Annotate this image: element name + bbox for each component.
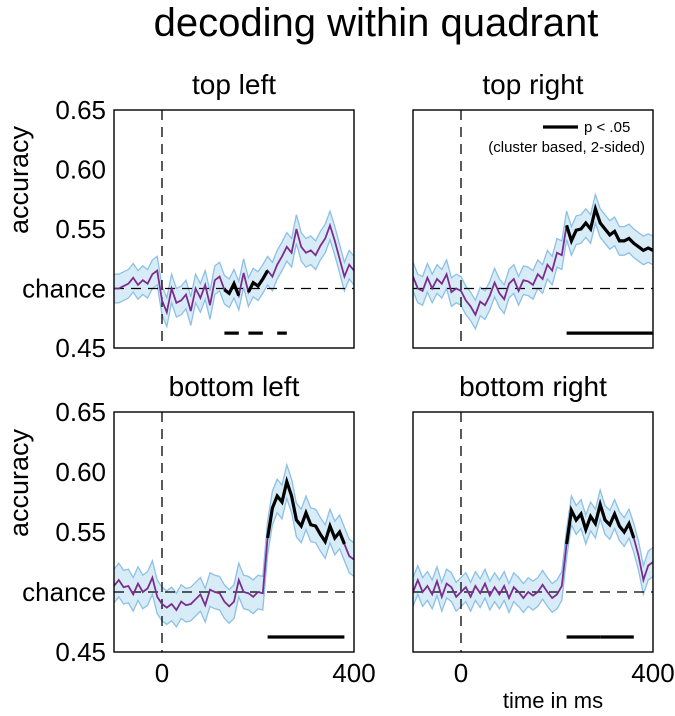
ci-upper-edge bbox=[114, 209, 354, 301]
ci-lower-edge bbox=[114, 496, 354, 628]
x-tick-label: 400 bbox=[332, 658, 375, 688]
axes-frame bbox=[113, 411, 355, 653]
panels-group: top left 0.45 chance 0.55 0.60 0.65 top right p… bbox=[22, 69, 675, 688]
y-tick-label: 0.55 bbox=[55, 517, 106, 547]
ci-upper-edge bbox=[413, 487, 653, 586]
panel-bottom-left: bottom left 0.45 chance 0.55 0.60 0.65 0 400 bbox=[22, 371, 376, 688]
ci-upper-edge bbox=[413, 192, 653, 302]
axes-frame bbox=[113, 109, 355, 349]
legend-note: (cluster based, 2-sided) bbox=[488, 139, 645, 156]
panel-title: bottom right bbox=[459, 371, 607, 402]
panel-title: bottom left bbox=[169, 371, 300, 402]
ci-lower-edge bbox=[114, 237, 354, 329]
y-tick-label: 0.65 bbox=[55, 95, 106, 125]
ylabel-bottom: accuracy bbox=[4, 428, 34, 537]
y-tick-label: 0.45 bbox=[55, 637, 106, 667]
legend-label: p < .05 bbox=[584, 119, 630, 136]
xlabel: time in ms bbox=[503, 688, 603, 713]
y-tick-label: 0.55 bbox=[55, 214, 106, 244]
significant-segment bbox=[266, 475, 346, 546]
y-tick-label: chance bbox=[22, 274, 106, 304]
ci-band bbox=[413, 194, 653, 329]
y-tick-label: chance bbox=[22, 577, 106, 607]
y-tick-label: 0.45 bbox=[55, 333, 106, 363]
significant-segment bbox=[246, 269, 269, 293]
x-tick-label: 0 bbox=[454, 658, 468, 688]
ci-lower-edge bbox=[413, 220, 653, 331]
figure-title: decoding within quadrant bbox=[154, 1, 599, 45]
ci-lower-edge bbox=[413, 516, 653, 615]
panel-title: top right bbox=[482, 69, 583, 100]
panel-bottom-right: bottom right 0 400 bbox=[412, 371, 675, 688]
ylabel-top: accuracy bbox=[4, 125, 34, 234]
panel-top-right: top right p < .05 (cluster based, 2-sided) bbox=[412, 69, 654, 349]
y-tick-label: 0.60 bbox=[55, 155, 106, 185]
panel-title: top left bbox=[192, 69, 276, 100]
x-tick-label: 0 bbox=[155, 658, 169, 688]
significant-segment bbox=[565, 498, 636, 545]
panel-top-left: top left 0.45 chance 0.55 0.60 0.65 bbox=[22, 69, 355, 363]
significant-segment bbox=[223, 279, 241, 297]
x-tick-label: 400 bbox=[631, 658, 674, 688]
significant-segment bbox=[565, 203, 653, 253]
axes-frame bbox=[412, 109, 654, 349]
y-tick-label: 0.65 bbox=[55, 397, 106, 427]
ci-band bbox=[413, 490, 653, 613]
y-tick-label: 0.60 bbox=[55, 457, 106, 487]
ci-upper-edge bbox=[114, 462, 354, 595]
axes-frame bbox=[412, 411, 654, 653]
